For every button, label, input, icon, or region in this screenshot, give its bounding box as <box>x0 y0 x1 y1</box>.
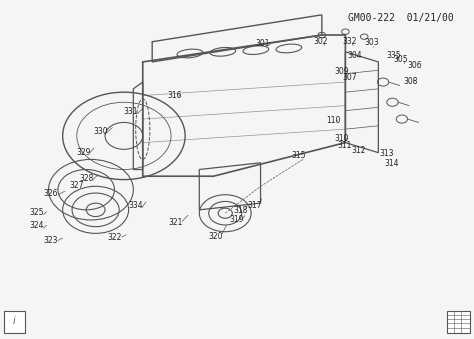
Text: i: i <box>13 317 16 326</box>
Text: 335: 335 <box>386 51 401 60</box>
Text: 327: 327 <box>70 181 84 190</box>
Text: 308: 308 <box>403 77 418 86</box>
Text: 305: 305 <box>394 55 408 64</box>
FancyBboxPatch shape <box>447 311 470 333</box>
Text: 304: 304 <box>347 51 362 60</box>
Text: 306: 306 <box>408 61 422 71</box>
Text: 317: 317 <box>247 201 262 210</box>
Text: 329: 329 <box>77 147 91 157</box>
Text: 328: 328 <box>79 174 93 183</box>
Text: 325: 325 <box>29 208 44 217</box>
Text: 315: 315 <box>291 151 306 160</box>
Text: 324: 324 <box>29 221 44 231</box>
Text: 322: 322 <box>107 233 122 242</box>
Text: 316: 316 <box>167 91 182 100</box>
Text: 110: 110 <box>327 116 341 125</box>
Text: 319: 319 <box>230 215 244 224</box>
Text: 318: 318 <box>234 206 248 215</box>
FancyBboxPatch shape <box>4 311 25 333</box>
Text: 331: 331 <box>124 107 138 116</box>
Text: 309: 309 <box>334 67 349 77</box>
Text: 334: 334 <box>128 201 143 210</box>
Text: 312: 312 <box>351 146 366 155</box>
Text: 302: 302 <box>314 37 328 45</box>
Text: 326: 326 <box>44 189 58 198</box>
Text: 301: 301 <box>255 39 270 48</box>
Text: 313: 313 <box>380 149 394 158</box>
Text: 321: 321 <box>169 218 183 227</box>
Text: 303: 303 <box>364 38 379 47</box>
Text: 311: 311 <box>337 141 352 150</box>
Text: 314: 314 <box>384 159 399 168</box>
Text: 332: 332 <box>343 37 357 45</box>
Text: GM00-222  01/21/00: GM00-222 01/21/00 <box>348 13 454 23</box>
Text: 307: 307 <box>343 73 357 82</box>
Text: 320: 320 <box>209 232 223 241</box>
Text: 330: 330 <box>93 127 108 136</box>
Text: 310: 310 <box>334 134 349 143</box>
Text: 323: 323 <box>44 236 58 245</box>
